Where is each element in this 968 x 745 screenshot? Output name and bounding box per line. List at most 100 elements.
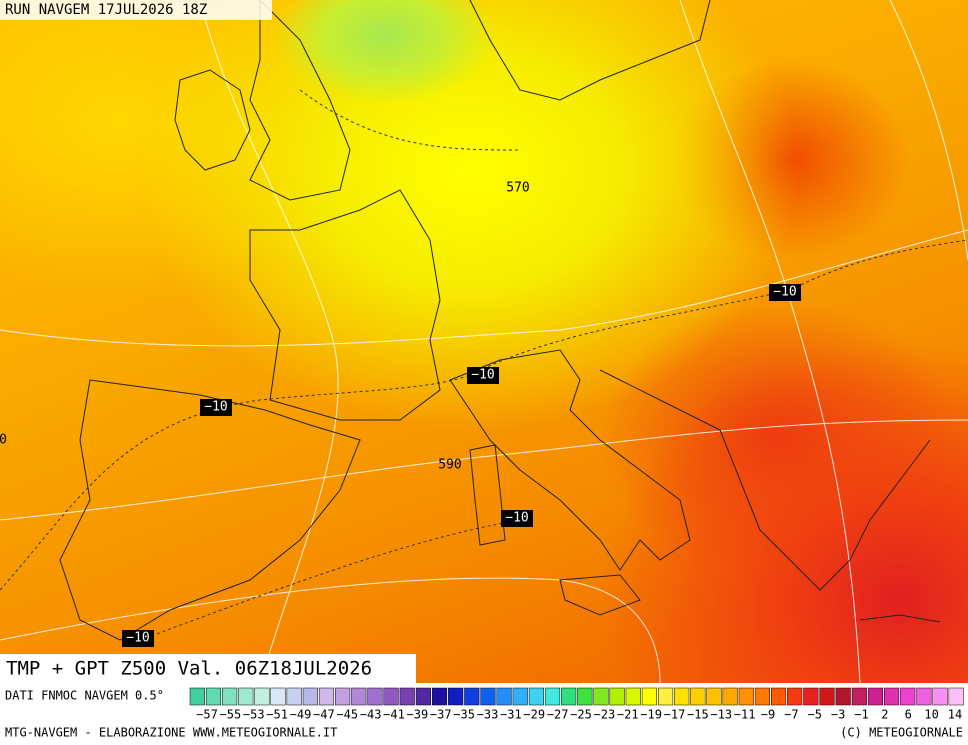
colorbar-label: −55 [220, 708, 242, 722]
isoline [0, 419, 968, 521]
dashed-isolines [0, 89, 968, 641]
colorbar-swatch [916, 687, 932, 706]
colorbar-swatch [577, 687, 593, 706]
colorbar-swatch [690, 687, 706, 706]
colorbar-swatch [415, 687, 431, 706]
colorbar-label: −3 [831, 708, 845, 722]
footer-right: (C) METEOGIORNALE [840, 726, 963, 740]
colorbar-swatch [496, 687, 512, 706]
contour-label-box [501, 510, 533, 527]
colorbar-label: −37 [430, 708, 452, 722]
isoline [139, 519, 521, 641]
colorbar-swatch [383, 687, 399, 706]
colorbar-swatch [544, 687, 561, 706]
coast-sardinia [469, 444, 506, 546]
colorbar-label: 6 [905, 708, 912, 722]
colorbar-swatch [512, 687, 528, 706]
coast-sicily [559, 574, 641, 616]
colorbar-label: −53 [243, 708, 265, 722]
colorbar-swatch [674, 687, 690, 706]
colorbar-swatch [189, 687, 205, 706]
caption-box [0, 654, 416, 683]
colorbar-swatch [270, 687, 286, 706]
contour-label-box [769, 284, 801, 301]
colorbar-swatch [205, 687, 222, 706]
colorbar-label: 14 [948, 708, 962, 722]
colorbar-swatch [254, 687, 270, 706]
colorbar-label: −51 [266, 708, 288, 722]
isoline [0, 577, 661, 684]
colorbar-swatch [722, 687, 738, 706]
colorbar-swatch [738, 687, 754, 706]
colorbar-swatch [302, 687, 318, 706]
colorbar-label: −41 [383, 708, 405, 722]
colorbar-swatch [448, 687, 464, 706]
colorbar: −57 −55 −53 −51 −49 −47 −45 −43 −41 −39 −37 −35 −33−… [189, 687, 964, 722]
isoline [299, 89, 521, 151]
contour-label: −10 [204, 400, 227, 415]
colorbar-label: −1 [854, 708, 868, 722]
colorbar-swatch [238, 687, 254, 706]
colorbar-swatch [399, 687, 415, 706]
contour-label: −10 [126, 631, 149, 646]
colorbar-swatch [706, 687, 722, 706]
colorbar-swatch [609, 687, 625, 706]
colorbar-swatch [867, 687, 884, 706]
colorbar-swatch [528, 687, 544, 706]
coast-iberia [59, 379, 361, 641]
isolines [0, 0, 968, 683]
colorbar-label: −17 [664, 708, 686, 722]
colorbar-label: −35 [453, 708, 475, 722]
colorbar-swatch [593, 687, 609, 706]
isoline [889, 0, 968, 261]
colorbar-label: −13 [710, 708, 732, 722]
colorbar-swatch [948, 687, 964, 706]
coast-north [469, 0, 711, 101]
colorbar-swatch [367, 687, 383, 706]
colorbar-swatch [754, 687, 771, 706]
colorbar-label: −5 [808, 708, 822, 722]
colorbar-swatch [641, 687, 657, 706]
colorbar-label: −27 [547, 708, 569, 722]
isoline [679, 0, 861, 684]
coastlines [59, 0, 941, 641]
colorbar-label: −43 [360, 708, 382, 722]
colorbar-label: 2 [881, 708, 888, 722]
map-field [0, 0, 968, 683]
colorbar-title: DATI FNMOC NAVGEM 0.5° [5, 689, 164, 703]
colorbar-label: −47 [313, 708, 335, 722]
coast-balkans [599, 369, 931, 591]
colorbar-swatch [900, 687, 916, 706]
colorbar-label: −7 [784, 708, 798, 722]
colorbar-swatch [335, 687, 351, 706]
colorbar-swatch [351, 687, 367, 706]
contour-label: −10 [505, 511, 528, 526]
isoline [0, 229, 968, 347]
colorbar-swatch [286, 687, 302, 706]
colorbar-swatch [932, 687, 948, 706]
colorbar-swatch [480, 687, 496, 706]
colorbar-label: −57 [196, 708, 218, 722]
colorbar-label: 10 [924, 708, 938, 722]
colorbar-swatch [625, 687, 641, 706]
colorbar-label: −33 [477, 708, 499, 722]
colorbar-label: −15 [687, 708, 709, 722]
coast-ireland [174, 69, 251, 171]
footer-left: MTG-NAVGEM - ELABORAZIONE WWW.METEOGIORN… [5, 726, 337, 740]
colorbar-swatch [657, 687, 674, 706]
colorbar-swatch [561, 687, 577, 706]
contour-label: 570 [506, 181, 529, 196]
contour-labels: 570 590 −10 −10 −10 −10 −10 0 [0, 181, 801, 647]
colorbar-swatch [803, 687, 819, 706]
colorbar-label: −19 [640, 708, 662, 722]
contour-label-box [200, 399, 232, 416]
contour-label: 0 [0, 433, 7, 448]
colorbar-label: −39 [407, 708, 429, 722]
colorbar-label: −29 [523, 708, 545, 722]
contour-label: −10 [471, 368, 494, 383]
isoline [0, 239, 968, 591]
caption: TMP + GPT Z500 Val. 06Z18JUL2026 [6, 658, 372, 680]
colorbar-swatch [819, 687, 835, 706]
